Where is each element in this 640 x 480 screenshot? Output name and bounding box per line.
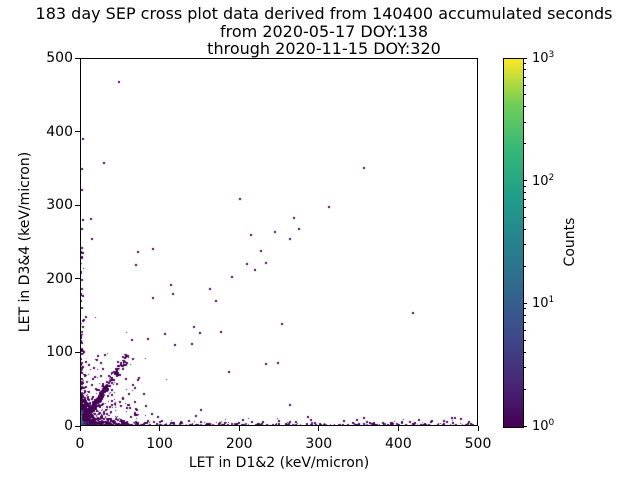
colorbar-tick-label: 100 xyxy=(532,417,555,435)
colorbar-minor-tick xyxy=(523,69,526,71)
colorbar-minor-tick xyxy=(523,199,526,201)
colorbar-minor-tick xyxy=(523,265,526,267)
x-tick-mark xyxy=(397,426,399,431)
colorbar-minor-tick xyxy=(523,94,526,96)
x-tick-label: 100 xyxy=(146,436,173,452)
colorbar-tick-label: 103 xyxy=(532,49,555,67)
colorbar-major-tick xyxy=(523,302,527,304)
colorbar-minor-tick xyxy=(523,192,526,194)
x-tick-label: 0 xyxy=(75,436,85,452)
colorbar-minor-tick xyxy=(523,63,526,65)
colorbar-major-tick xyxy=(523,425,527,427)
colorbar-minor-tick xyxy=(523,106,526,108)
scatter-points-canvas xyxy=(80,58,478,426)
colorbar-minor-tick xyxy=(523,76,526,78)
colorbar-major-tick xyxy=(523,57,527,59)
x-tick-label: 200 xyxy=(225,436,253,452)
colorbar-minor-tick xyxy=(523,217,526,219)
colorbar-major-tick xyxy=(523,180,527,182)
colorbar-tick-label: 101 xyxy=(532,295,555,312)
chart-subtitle-through: through 2020-11-15 DOY:320 xyxy=(207,39,441,58)
x-tick-mark xyxy=(79,426,81,431)
colorbar-minor-tick xyxy=(523,84,526,86)
colorbar xyxy=(503,58,524,428)
x-tick-mark xyxy=(238,426,240,431)
colorbar-minor-tick xyxy=(523,388,526,390)
colorbar-minor-tick xyxy=(523,314,526,316)
y-axis-label: LET in D3&4 (keV/micron) xyxy=(17,151,33,333)
y-tick-mark xyxy=(75,278,80,280)
chart-subtitle-from: from 2020-05-17 DOY:138 xyxy=(219,21,429,41)
colorbar-minor-tick xyxy=(523,321,526,323)
x-tick-mark xyxy=(159,426,161,431)
y-tick-mark xyxy=(75,204,80,206)
colorbar-minor-tick xyxy=(523,228,526,230)
colorbar-minor-tick xyxy=(523,366,526,368)
colorbar-minor-tick xyxy=(523,207,526,209)
chart-title: 183 day SEP cross plot data derived from… xyxy=(35,4,613,23)
colorbar-tick-label: 102 xyxy=(532,172,555,189)
x-tick-label: 400 xyxy=(385,436,412,452)
colorbar-minor-tick xyxy=(523,351,526,353)
colorbar-minor-tick xyxy=(523,339,526,341)
plot-area xyxy=(80,58,478,426)
x-tick-mark xyxy=(477,426,479,431)
colorbar-minor-tick xyxy=(523,121,526,123)
y-tick-mark xyxy=(75,57,80,59)
x-tick-mark xyxy=(318,426,320,431)
y-tick-label: 200 xyxy=(46,270,73,287)
colorbar-minor-tick xyxy=(523,330,526,332)
x-tick-label: 300 xyxy=(305,436,333,452)
colorbar-minor-tick xyxy=(523,244,526,246)
x-axis-label: LET in D1&2 (keV/micron) xyxy=(188,455,370,471)
colorbar-minor-tick xyxy=(523,185,526,187)
y-tick-mark xyxy=(75,351,80,353)
y-tick-label: 500 xyxy=(46,50,73,66)
x-tick-label: 500 xyxy=(464,436,492,452)
colorbar-minor-tick xyxy=(523,308,526,310)
y-tick-mark xyxy=(75,425,80,427)
y-tick-label: 100 xyxy=(46,344,73,361)
colorbar-label: Counts xyxy=(562,217,578,267)
chart-title-block: 183 day SEP cross plot data derived from… xyxy=(36,5,613,58)
y-tick-label: 300 xyxy=(46,197,73,214)
y-tick-mark xyxy=(75,131,80,133)
colorbar-minor-tick xyxy=(523,143,526,145)
y-tick-label: 400 xyxy=(46,123,73,140)
y-tick-label: 0 xyxy=(64,418,73,434)
